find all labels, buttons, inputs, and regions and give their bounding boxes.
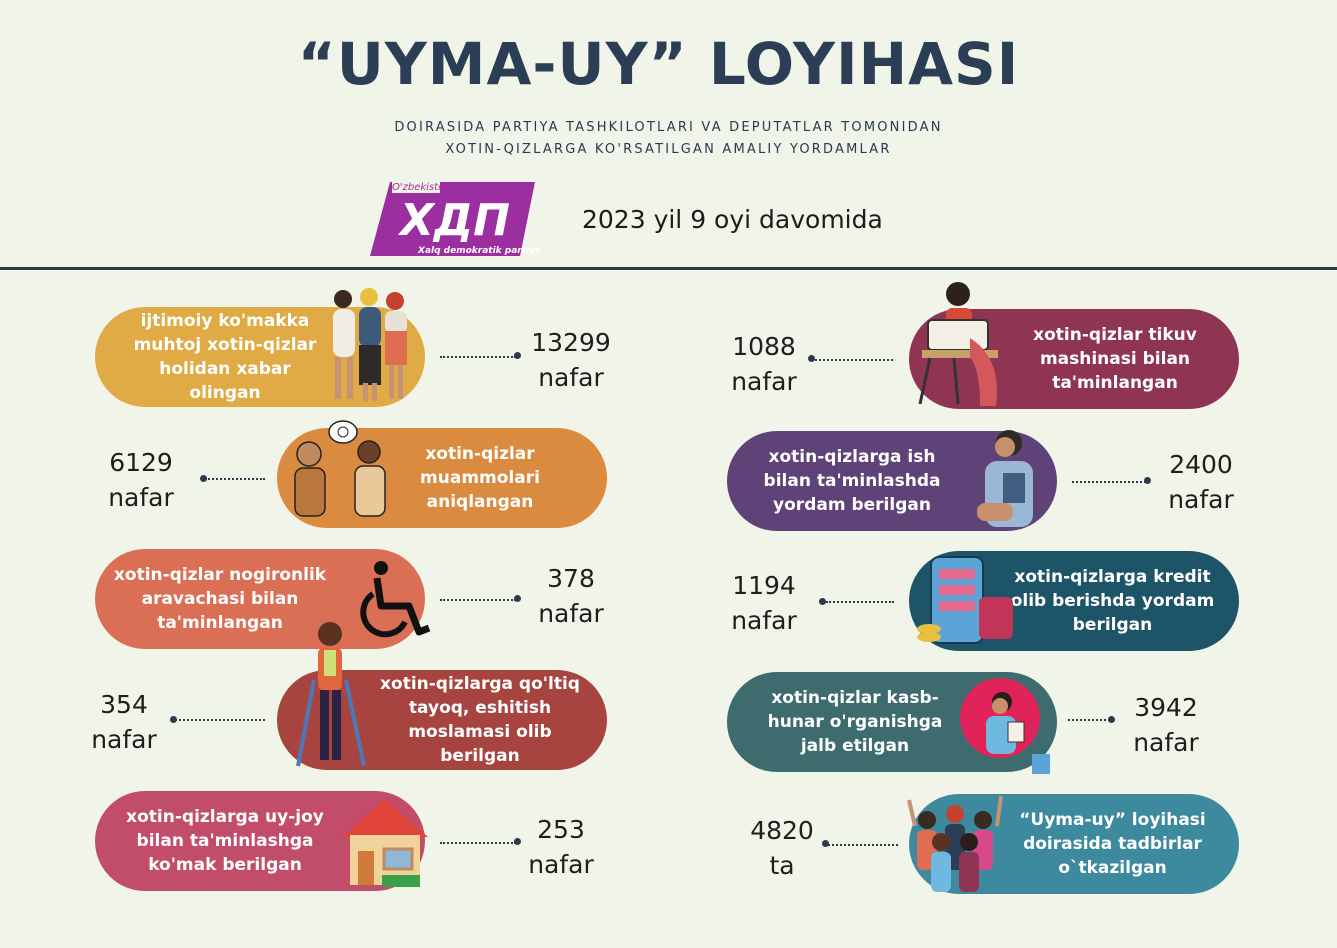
value-unit: nafar [731, 367, 797, 396]
connector-dot-events [822, 840, 829, 847]
women-group-icon [333, 288, 407, 401]
value-number: 13299 [531, 328, 611, 357]
credit-phone-icon [917, 556, 1013, 644]
connector-problems [205, 478, 265, 480]
stat-label-wheelchair: xotin-qizlar nogironlik aravachasi bilan… [113, 565, 327, 633]
stat-value-employment: 2400 nafar [1155, 447, 1247, 517]
training-woman-icon [960, 678, 1050, 774]
value-number: 6129 [109, 448, 173, 477]
stat-value-housing: 253 nafar [515, 812, 607, 882]
value-unit: nafar [538, 599, 604, 628]
stat-value-credit: 1194 nafar [718, 568, 810, 638]
stat-label-housing: xotin-qizlarga uy-joy bilan ta'minlashga… [126, 807, 324, 875]
logo-bottom-text: Xalq demokratik partiyasi [417, 246, 540, 256]
party-logo: O'zbekiston O'zbekiston ХДП Xalq demokra… [370, 180, 540, 256]
page-title: “UYMA-UY” LOYIHASI [297, 30, 1020, 98]
connector-housing [440, 842, 516, 844]
stat-value-events: 4820 ta [736, 813, 828, 883]
stat-label-problems: xotin-qizlar muammolari aniqlangan [420, 444, 540, 512]
value-unit: nafar [538, 363, 604, 392]
stat-label-social-help: ijtimoiy ko'makka muhtoj xotin-qizlar ho… [133, 311, 317, 403]
stat-pill-problems [277, 428, 607, 528]
stat-label-credit: xotin-qizlarga kredit olib berishda yord… [1010, 567, 1215, 635]
value-unit: nafar [1168, 485, 1234, 514]
stat-label-employment: xotin-qizlarga ish bilan ta'minlashda yo… [763, 447, 941, 515]
connector-vocational [1068, 719, 1110, 721]
connector-sewing [815, 359, 893, 361]
stat-value-social-help: 13299 nafar [525, 325, 617, 395]
office-woman-icon [977, 430, 1033, 527]
value-unit: nafar [528, 850, 594, 879]
value-unit: nafar [108, 483, 174, 512]
crowd-icon [907, 795, 1003, 892]
connector-dot-problems [200, 475, 207, 482]
connector-dot-vocational [1108, 716, 1115, 723]
value-number: 4820 [750, 816, 814, 845]
connector-events [828, 844, 898, 846]
stat-value-problems: 6129 nafar [95, 445, 187, 515]
connector-employment [1072, 481, 1146, 483]
connector-wheelchair [440, 599, 516, 601]
period-text: 2023 yil 9 oyi davomida [582, 205, 883, 234]
conversation-icon [294, 420, 386, 517]
subtitle-line-2: XOTIN-QIZLARGA KO'RSATILGAN AMALIY YORDA… [445, 142, 892, 157]
value-number: 2400 [1169, 450, 1233, 479]
house-icon [342, 799, 428, 887]
connector-crutches [175, 719, 265, 721]
stat-value-wheelchair: 378 nafar [525, 561, 617, 631]
connector-dot-housing [514, 838, 521, 845]
connector-dot-employment [1144, 477, 1151, 484]
connector-dot-wheelchair [514, 595, 521, 602]
value-number: 1088 [732, 332, 796, 361]
header-divider [0, 267, 1337, 270]
logo-shape [370, 182, 535, 256]
stat-label-crutches: xotin-qizlarga qo'ltiq tayoq, eshitish m… [380, 674, 580, 766]
value-number: 3942 [1134, 693, 1198, 722]
wheelchair-icon [360, 561, 431, 638]
stat-label-sewing: xotin-qizlar tikuv mashinasi bilan ta'mi… [1033, 325, 1197, 393]
connector-dot-credit [819, 598, 826, 605]
stat-value-vocational: 3942 nafar [1120, 690, 1212, 760]
value-unit: nafar [1133, 728, 1199, 757]
stat-value-sewing: 1088 nafar [718, 329, 810, 399]
connector-social-help [440, 356, 516, 358]
logo-main-text: ХДП [397, 195, 510, 246]
value-number: 378 [547, 564, 595, 593]
value-unit: nafar [731, 606, 797, 635]
stat-label-vocational: xotin-qizlar kasb-hunar o'rganishga jalb… [767, 688, 943, 756]
value-number: 253 [537, 815, 585, 844]
value-number: 1194 [732, 571, 796, 600]
crutches-woman-icon [296, 622, 366, 767]
subtitle-line-1: DOIRASIDA PARTIYA TASHKILOTLARI VA DEPUT… [394, 120, 943, 135]
value-unit: nafar [91, 725, 157, 754]
value-unit: ta [769, 851, 795, 880]
logo-top-label: O'zbekiston [392, 182, 451, 193]
sewing-machine-icon [918, 282, 998, 406]
connector-dot-social-help [514, 352, 521, 359]
stat-value-crutches: 354 nafar [78, 687, 170, 757]
connector-dot-sewing [808, 355, 815, 362]
connector-dot-crutches [170, 716, 177, 723]
value-number: 354 [100, 690, 148, 719]
connector-credit [826, 601, 894, 603]
stat-label-events: “Uyma-uy” loyihasi doirasida tadbirlar o… [1019, 810, 1206, 878]
